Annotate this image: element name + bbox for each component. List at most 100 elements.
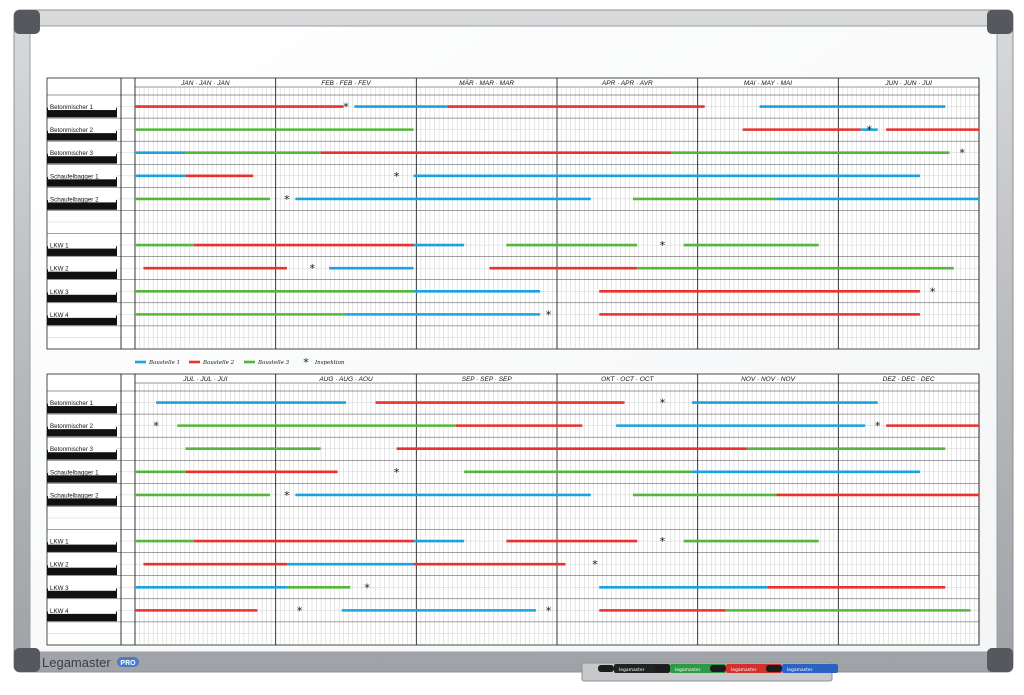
inspection-marker[interactable]: * xyxy=(867,124,873,137)
row-label: LKW 3 xyxy=(50,289,69,296)
row-label: Betonmischer 3 xyxy=(50,150,94,157)
row-label: LKW 3 xyxy=(50,585,69,592)
row-label-band xyxy=(47,403,117,414)
row-label: LKW 2 xyxy=(50,562,69,569)
row-label-band xyxy=(47,449,117,460)
inspection-marker[interactable]: * xyxy=(546,308,552,321)
brand-badge: PRO xyxy=(120,660,136,667)
row-label: Betonmischer 2 xyxy=(50,423,94,430)
inspection-marker[interactable]: * xyxy=(343,101,349,114)
inspection-marker[interactable]: * xyxy=(930,285,936,298)
inspection-marker[interactable]: * xyxy=(284,193,290,206)
month-label: MAI · MAY · MAI xyxy=(744,80,792,87)
row-label: LKW 2 xyxy=(50,266,69,273)
row-label-band xyxy=(47,292,117,303)
row-label: Schaufelbagger 2 xyxy=(50,196,99,203)
row-label-band xyxy=(47,246,117,256)
legend-inspection-symbol: * xyxy=(303,356,309,369)
row-label: LKW 1 xyxy=(50,243,69,250)
row-label: Betonmischer 2 xyxy=(50,127,94,134)
row-label-band xyxy=(47,611,117,622)
row-label: Betonmischer 1 xyxy=(50,400,94,407)
row-label: Betonmischer 1 xyxy=(50,104,94,111)
month-label: OKT · OCT · OCT xyxy=(601,376,654,383)
row-label-band xyxy=(47,130,117,141)
corner-top-left xyxy=(14,10,40,34)
marker-set: legamaster legamaster legamaster legamaster xyxy=(598,664,838,673)
inspection-marker[interactable]: * xyxy=(153,420,159,433)
row-label-band xyxy=(47,542,117,552)
legend-label: Inspektion xyxy=(314,360,345,366)
month-label: NOV · NOV · NOV xyxy=(741,376,795,383)
corner-bottom-left xyxy=(14,648,40,672)
month-label: DEZ · DEC · DEC xyxy=(883,376,935,383)
row-label-box xyxy=(48,445,116,453)
row-label-band xyxy=(47,426,117,437)
row-label-box xyxy=(48,491,116,499)
row-label-box xyxy=(48,422,116,430)
row-label-band xyxy=(47,315,117,326)
row-label-band xyxy=(47,496,117,506)
month-label: JUN · JUN · JUI xyxy=(884,80,932,87)
inspection-marker[interactable]: * xyxy=(394,170,400,183)
month-label: MÄR · MAR · MAR xyxy=(459,79,514,87)
row-label-box xyxy=(48,468,116,476)
inspection-marker[interactable]: * xyxy=(297,604,303,617)
row-label: Schaufelbagger 2 xyxy=(50,492,99,499)
marker-label: legamaster xyxy=(787,667,813,673)
inspection-marker[interactable]: * xyxy=(592,558,598,571)
inspection-marker[interactable]: * xyxy=(364,581,370,594)
marker-cap[interactable] xyxy=(654,665,670,672)
legend-label: Baustelle 1 xyxy=(148,360,180,366)
row-label-band xyxy=(47,200,117,210)
row-label-box xyxy=(48,560,116,568)
inspection-marker[interactable]: * xyxy=(660,239,666,252)
row-label: LKW 4 xyxy=(50,312,69,319)
legend-label: Baustelle 3 xyxy=(257,360,290,366)
month-label: AUG · AUG · AOU xyxy=(318,376,373,383)
inspection-marker[interactable]: * xyxy=(394,466,400,479)
marker-cap[interactable] xyxy=(710,665,726,672)
inspection-marker[interactable]: * xyxy=(660,397,666,410)
month-label: JAN · JAN · JAN xyxy=(180,80,230,87)
inspection-marker[interactable]: * xyxy=(875,420,881,433)
row-label-box xyxy=(48,264,116,272)
row-label-band xyxy=(47,153,117,164)
row-label-box xyxy=(48,399,116,407)
inspection-marker[interactable]: * xyxy=(660,535,666,548)
row-label-box xyxy=(48,103,116,111)
plan-second-half: JUL · JUL · JUI AUG · AUG · AOU SEP · SEP … xyxy=(46,373,980,646)
row-label-box xyxy=(48,241,116,249)
marker-cap[interactable] xyxy=(598,665,614,672)
marker-label: legamaster xyxy=(731,667,757,673)
row-label-box xyxy=(48,537,116,545)
row-label: Schaufelbagger 1 xyxy=(50,173,99,180)
inspection-marker[interactable]: * xyxy=(284,489,290,502)
inspection-marker[interactable]: * xyxy=(309,262,315,275)
row-label-box xyxy=(48,287,116,295)
month-label: SEP · SEP · SEP xyxy=(462,376,513,383)
corner-top-right xyxy=(987,10,1013,34)
row-label-band xyxy=(47,565,117,576)
inspection-marker[interactable]: * xyxy=(546,604,552,617)
marker-cap[interactable] xyxy=(766,665,782,672)
plan-grid-frame xyxy=(46,373,980,646)
marker-body[interactable] xyxy=(782,664,838,673)
row-label-box xyxy=(48,606,116,614)
row-label: LKW 4 xyxy=(50,608,69,615)
month-label: JUL · JUL · JUI xyxy=(182,376,227,383)
inspection-marker[interactable]: * xyxy=(959,147,965,160)
row-label: Betonmischer 3 xyxy=(50,446,94,453)
brand-name: Legamaster xyxy=(42,655,111,670)
row-label-box xyxy=(48,583,116,591)
row-label: LKW 1 xyxy=(50,539,69,546)
row-label-band xyxy=(47,588,117,599)
row-label-box xyxy=(48,195,116,203)
month-label: FEB · FEB · FEV xyxy=(321,80,371,87)
row-label-band xyxy=(47,176,117,187)
row-label-band xyxy=(47,472,117,483)
brand-badge-shape xyxy=(117,657,139,667)
row-label-box xyxy=(48,310,116,318)
legend: Baustelle 1 Baustelle 2 Baustelle 3 * Inspek… xyxy=(135,356,345,369)
